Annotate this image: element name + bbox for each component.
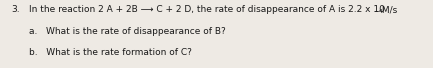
Text: −4: −4 <box>373 9 383 14</box>
Text: 3.: 3. <box>11 5 19 14</box>
Text: b.   What is the rate formation of C?: b. What is the rate formation of C? <box>29 48 192 57</box>
Text: In the reaction 2 A + 2B ⟶ C + 2 D, the rate of disappearance of A is 2.2 x 10: In the reaction 2 A + 2B ⟶ C + 2 D, the … <box>29 5 385 14</box>
Text: M/s: M/s <box>379 5 397 14</box>
Text: a.   What is the rate of disappearance of B?: a. What is the rate of disappearance of … <box>29 27 226 36</box>
